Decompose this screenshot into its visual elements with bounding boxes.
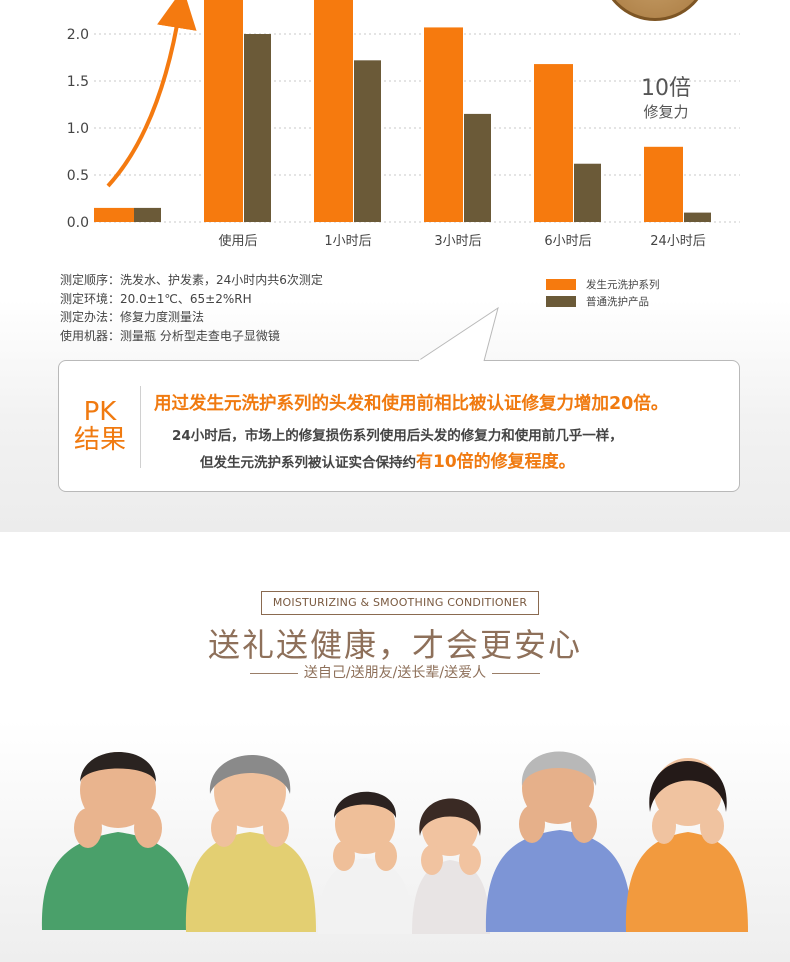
- left-dash: [249, 672, 298, 674]
- result-detail-2: 但发生元洗护系列被认证实合保持约有10倍的修复程度。: [200, 447, 576, 472]
- legend-label-series-2: 普通洗护产品: [586, 296, 649, 308]
- note-order: 测定顺序：洗发水、护发素，24小时内共6次测定: [60, 273, 323, 287]
- person-man-green: [41, 752, 193, 930]
- bar-1-5: [644, 146, 683, 222]
- person-grandmother-yellow: [185, 754, 316, 932]
- promo-subtitle-text: 送自己/送朋友/送长辈/送爱人: [303, 665, 487, 681]
- pk-label: PK: [83, 397, 117, 427]
- annotation-label: 修复力: [643, 103, 689, 121]
- family-photo: [0, 720, 790, 962]
- result-callout: [58, 360, 740, 492]
- bar-1-0: [94, 207, 134, 222]
- note-method: 测定办法：修复力度测量法: [60, 310, 205, 324]
- x-tick-label: 6小时后: [544, 234, 591, 249]
- y-tick-label: 1.5: [67, 74, 89, 90]
- bar-1-2: [314, 0, 353, 223]
- bar-1-3: [424, 27, 463, 223]
- test-notes: 测定顺序：洗发水、护发素，24小时内共6次测定 测定环境：20.0±1℃、65±…: [60, 271, 323, 345]
- bar-chart: 0.0 0.5 1.0 1.5 2.0 使用后 1小时后 3小时后 6小时后 24小时后: [67, 0, 740, 249]
- bar-2-3: [464, 113, 491, 222]
- person-boy-white: [318, 791, 412, 934]
- growth-arrow: [106, 0, 197, 188]
- repair-annotation: 10倍 修复力: [618, 76, 714, 122]
- x-tick-label: 1小时后: [324, 234, 371, 249]
- callout-tail: [417, 306, 499, 363]
- person-grandfather-blue: [485, 751, 632, 932]
- right-dash: [492, 672, 541, 674]
- chart-legend: 发生元洗护系列 普通洗护产品: [546, 276, 660, 310]
- result-detail-2-text: 但发生元洗护系列被认证实合保持约: [200, 455, 416, 471]
- result-detail-1: 24小时后，市场上的修复损伤系列使用后头发的修复力和使用前几乎一样，: [172, 428, 623, 444]
- legend-swatch-series-1: [546, 279, 576, 290]
- y-tick-label: 0.0: [67, 215, 89, 231]
- legend-label-series-1: 发生元洗护系列: [586, 279, 660, 291]
- legend-item-series-2: 普通洗护产品: [546, 293, 660, 310]
- product-tag: MOISTURIZING & SMOOTHING CONDITIONER: [261, 591, 539, 615]
- result-detail-2-highlight: 有10倍的修复程度。: [416, 452, 576, 472]
- pk-result-label: PK 结果: [74, 398, 126, 454]
- x-tick-label: 使用后: [218, 233, 257, 249]
- note-environment: 测定环境：20.0±1℃、65±2%RH: [60, 291, 252, 306]
- legend-item-series-1: 发生元洗护系列: [546, 276, 660, 293]
- person-girl: [412, 798, 490, 934]
- bar-2-0: [134, 207, 161, 222]
- chart-section: 0.0 0.5 1.0 1.5 2.0 使用后 1小时后 3小时后 6小时后 24小时后 10倍…: [0, 0, 790, 532]
- result-label: 结果: [74, 425, 127, 455]
- result-headline: 用过发生元洗护系列的头发和使用前相比被认证修复力增加20倍。: [154, 394, 669, 414]
- person-woman-orange: [625, 758, 748, 932]
- y-tick-label: 2.0: [67, 27, 89, 43]
- x-tick-label: 3小时后: [434, 234, 481, 249]
- annotation-multiplier: 10倍: [641, 76, 691, 101]
- bar-2-1: [244, 34, 271, 222]
- bar-2-2: [354, 60, 381, 222]
- bar-2-5: [684, 212, 711, 222]
- x-tick-label: 24小时后: [650, 234, 706, 249]
- y-tick-label: 0.5: [67, 168, 89, 184]
- bar-1-4: [534, 64, 573, 222]
- bar-2-4: [574, 163, 601, 222]
- y-tick-label: 1.0: [67, 121, 89, 137]
- promo-title: 送礼送健康，才会更安心: [207, 626, 582, 664]
- promo-subtitle: 送自己/送朋友/送长辈/送爱人: [0, 662, 790, 682]
- pk-divider: [140, 386, 141, 468]
- note-equipment: 使用机器：测量瓶 分析型走查电子显微镜: [60, 328, 280, 343]
- bar-1-1: [204, 0, 243, 223]
- legend-swatch-series-2: [546, 296, 576, 307]
